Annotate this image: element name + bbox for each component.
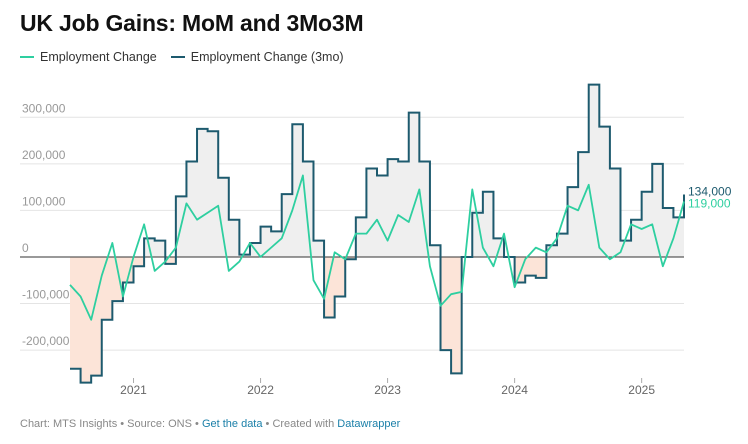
y-tick-label: 100,000 (22, 194, 66, 208)
chart-title: UK Job Gains: MoM and 3Mo3M (20, 10, 364, 36)
datawrapper-link[interactable]: Datawrapper (337, 418, 401, 430)
footer: Chart: MTS Insights • Source: ONS • Get … (20, 418, 400, 430)
negative-area-fill (70, 256, 684, 383)
y-tick-label: 0 (22, 241, 29, 255)
legend-label-3mo: Employment Change (3mo) (190, 50, 344, 64)
y-tick-label: 200,000 (22, 148, 66, 162)
series-line-3mo (70, 83, 685, 384)
x-tick-label: 2023 (374, 383, 401, 397)
legend-swatch-mom (20, 56, 34, 58)
y-tick-label: 300,000 (22, 101, 66, 115)
footer-source: Chart: MTS Insights • Source: ONS • (20, 418, 202, 430)
x-tick-label: 2022 (247, 383, 274, 397)
end-label-mom: 119,000 (688, 197, 731, 211)
y-tick-label: -200,000 (22, 334, 70, 348)
get-data-link[interactable]: Get the data (201, 418, 263, 430)
x-tick-label: 2021 (120, 383, 147, 397)
legend-label-mom: Employment Change (40, 50, 157, 64)
footer-sep: • Created with (262, 418, 338, 430)
legend-item-mom: Employment Change (20, 50, 157, 64)
series-line-mom (69, 174, 685, 321)
x-tick-label: 2024 (501, 383, 528, 397)
y-tick-label: -100,000 (22, 288, 70, 302)
legend-item-3mo: Employment Change (3mo) (170, 50, 344, 64)
x-tick-label: 2025 (628, 383, 655, 397)
legend: Employment Change Employment Change (3mo… (20, 50, 344, 64)
end-label-3mo: 134,000 (688, 185, 732, 199)
legend-swatch-3mo (170, 56, 185, 58)
